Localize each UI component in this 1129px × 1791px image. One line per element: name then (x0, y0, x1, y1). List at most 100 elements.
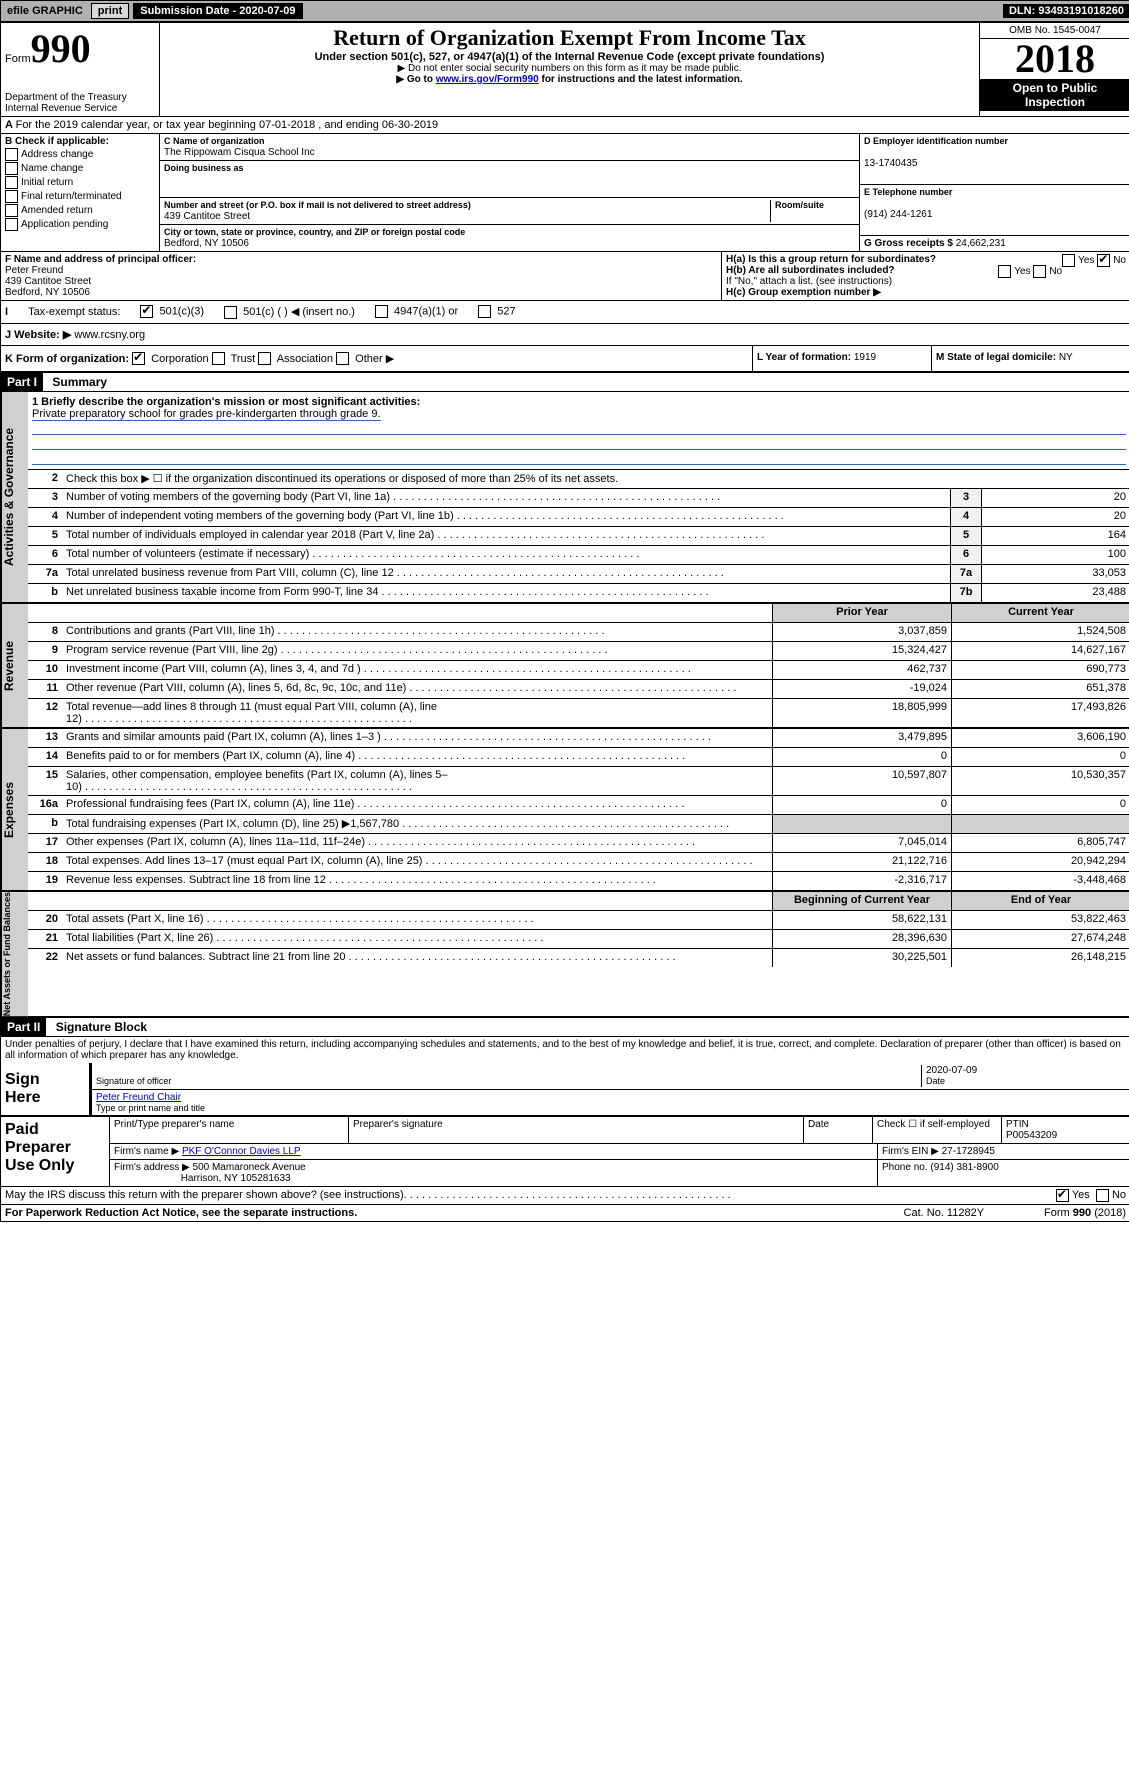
ha-label: H(a) Is this a group return for subordin… (726, 254, 936, 265)
ha-no[interactable] (1097, 254, 1110, 267)
current-year-header: Current Year (951, 604, 1129, 622)
footer-pra-row: For Paperwork Reduction Act Notice, see … (1, 1205, 1129, 1221)
summary-expenses: Expenses 13Grants and similar amounts pa… (1, 729, 1129, 892)
firm-ein-label: Firm's EIN ▶ (882, 1146, 939, 1157)
data-line: bTotal fundraising expenses (Part IX, co… (28, 815, 1129, 834)
chk-corporation[interactable] (132, 352, 145, 365)
col-h-group: H(a) Is this a group return for subordin… (722, 252, 1129, 300)
sig-name-line: Peter Freund Chair Type or print name an… (92, 1090, 1129, 1115)
row-fh: F Name and address of principal officer:… (1, 252, 1129, 301)
print-button[interactable]: print (91, 3, 129, 19)
tel-value: (914) 244-1261 (864, 209, 932, 220)
officer-name: Peter Freund (5, 265, 63, 276)
data-line: 9Program service revenue (Part VIII, lin… (28, 642, 1129, 661)
form-number: Form990 (5, 25, 155, 72)
h-note: If "No," attach a list. (see instruction… (726, 276, 1126, 287)
open-to-public: Open to Public Inspection (980, 79, 1129, 111)
gross-label: G Gross receipts $ (864, 238, 953, 249)
tax-year: 2018 (980, 39, 1129, 79)
subtitle-2: ▶ Do not enter social security numbers o… (164, 63, 975, 74)
ein-row: D Employer identification number 13-1740… (860, 134, 1129, 185)
vbar-revenue: Revenue (1, 604, 28, 727)
sign-body: Signature of officer 2020-07-09 Date Pet… (89, 1063, 1129, 1115)
discuss-no[interactable] (1096, 1189, 1109, 1202)
chk-amended-return[interactable]: Amended return (5, 204, 155, 217)
revenue-header-row: Prior Year Current Year (28, 604, 1129, 623)
row-a-tax-year: A For the 2019 calendar year, or tax yea… (1, 117, 1129, 134)
signature-section: Under penalties of perjury, I declare th… (1, 1037, 1129, 1117)
h-a: H(a) Is this a group return for subordin… (726, 254, 1126, 265)
chk-trust[interactable] (212, 352, 225, 365)
data-line: 20Total assets (Part X, line 16)58,622,1… (28, 911, 1129, 930)
street-value: 439 Cantitoe Street (164, 211, 250, 222)
form-990-page: efile GRAPHIC print Submission Date - 20… (0, 0, 1129, 1222)
col-c-org-info: C Name of organization The Rippowam Cisq… (160, 134, 859, 251)
discuss-yes[interactable] (1056, 1189, 1069, 1202)
org-name-label: C Name of organization (164, 136, 265, 146)
instructions-link[interactable]: www.irs.gov/Form990 (436, 74, 539, 85)
hb-no[interactable] (1033, 265, 1046, 278)
cat-no: Cat. No. 11282Y (904, 1207, 985, 1219)
data-line: 22Net assets or fund balances. Subtract … (28, 949, 1129, 967)
chk-other[interactable] (336, 352, 349, 365)
firm-name-label: Firm's name ▶ (114, 1146, 179, 1157)
prep-name-label: Print/Type preparer's name (109, 1117, 348, 1143)
part-1-title: Summary (46, 373, 113, 391)
na-begin-header: Beginning of Current Year (772, 892, 951, 910)
chk-initial-return[interactable]: Initial return (5, 176, 155, 189)
part-1-header: Part I Summary (1, 373, 1129, 392)
net-assets-body: Beginning of Current Year End of Year 20… (28, 892, 1129, 1016)
chk-501c[interactable] (224, 306, 237, 319)
col-d-ids: D Employer identification number 13-1740… (859, 134, 1129, 251)
prep-line-2: Firm's name ▶ PKF O'Connor Davies LLP Fi… (109, 1144, 1129, 1160)
governance-line: 6Total number of volunteers (estimate if… (28, 546, 1129, 565)
chk-address-change[interactable]: Address change (5, 148, 155, 161)
firm-name-link[interactable]: PKF O'Connor Davies LLP (182, 1146, 301, 1157)
submission-date-label: Submission Date - 2020-07-09 (133, 3, 302, 19)
sig-officer-line: Signature of officer 2020-07-09 Date (92, 1063, 1129, 1090)
pra-notice: For Paperwork Reduction Act Notice, see … (5, 1207, 357, 1219)
vbar-expenses: Expenses (1, 729, 28, 890)
dba-label: Doing business as (164, 163, 244, 173)
officer-addr2: Bedford, NY 10506 (5, 287, 90, 298)
mission-line (32, 450, 1126, 465)
chk-527[interactable] (478, 305, 491, 318)
expenses-lines: 13Grants and similar amounts paid (Part … (28, 729, 1129, 890)
department-label: Department of the Treasury Internal Reve… (5, 92, 155, 114)
chk-final-return[interactable]: Final return/terminated (5, 190, 155, 203)
governance-lines: 2Check this box ▶ ☐ if the organization … (28, 470, 1129, 602)
prep-line-1: Print/Type preparer's name Preparer's si… (109, 1117, 1129, 1144)
chk-4947[interactable] (375, 305, 388, 318)
mission-block: 1 Briefly describe the organization's mi… (28, 392, 1129, 470)
col-m-state: M State of legal domicile: NY (931, 346, 1129, 372)
hb-yes[interactable] (998, 265, 1011, 278)
officer-name-link[interactable]: Peter Freund Chair (96, 1092, 1126, 1103)
form-word: Form (5, 53, 31, 65)
year-cell: OMB No. 1545-0047 2018 Open to Public In… (979, 23, 1129, 116)
sign-here-row: Sign Here Signature of officer 2020-07-0… (1, 1063, 1129, 1115)
ha-yes[interactable] (1062, 254, 1075, 267)
sign-here-label: Sign Here (1, 1063, 89, 1115)
chk-name-change[interactable]: Name change (5, 162, 155, 175)
goto-suffix: for instructions and the latest informat… (539, 74, 743, 85)
chk-association[interactable] (258, 352, 271, 365)
data-line: 19Revenue less expenses. Subtract line 1… (28, 872, 1129, 890)
revenue-lines: 8Contributions and grants (Part VIII, li… (28, 623, 1129, 727)
part-1-label: Part I (1, 373, 43, 391)
row-a-text: For the 2019 calendar year, or tax year … (16, 119, 439, 131)
dln-label: DLN: 93493191018260 (1003, 4, 1129, 18)
otp-line1: Open to Public (1013, 81, 1098, 95)
form-header: Form990 Department of the Treasury Inter… (1, 23, 1129, 117)
chk-501c3[interactable] (140, 305, 153, 318)
data-line: 8Contributions and grants (Part VIII, li… (28, 623, 1129, 642)
data-line: 18Total expenses. Add lines 13–17 (must … (28, 853, 1129, 872)
firm-phone-value: (914) 381-8900 (930, 1162, 998, 1173)
col-f-officer: F Name and address of principal officer:… (1, 252, 722, 300)
title-cell: Return of Organization Exempt From Incom… (160, 23, 979, 116)
chk-application-pending[interactable]: Application pending (5, 218, 155, 231)
gross-value: 24,662,231 (956, 238, 1006, 249)
toolbar: efile GRAPHIC print Submission Date - 20… (1, 1, 1129, 23)
type-print-label: Type or print name and title (96, 1103, 1126, 1113)
vbar-net-assets: Net Assets or Fund Balances (1, 892, 28, 1016)
city-value: Bedford, NY 10506 (164, 238, 249, 249)
